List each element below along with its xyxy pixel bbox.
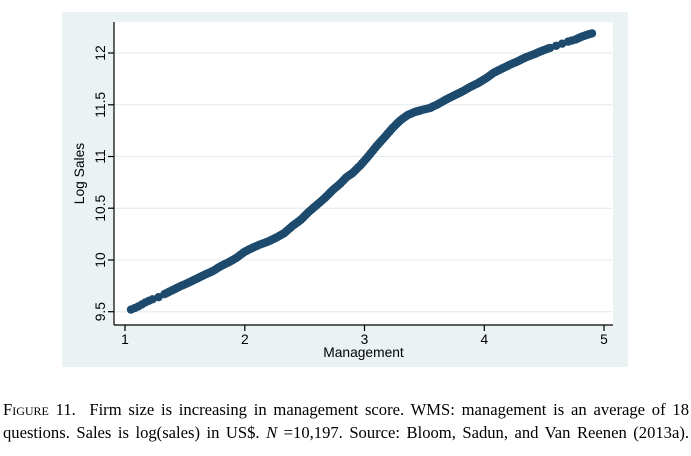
caption-line1-text: Firm size is increasing in management sc…: [75, 400, 689, 419]
caption-line2-after-n: =10,197. Source: Bloom, Sadun, and Van R…: [277, 422, 689, 442]
caption-line-2: questions. Sales is log(sales) in US$. N…: [3, 422, 689, 445]
x-tick-label: 5: [600, 332, 608, 347]
y-tick-label: 12: [93, 45, 108, 60]
caption-line-1: Figure 11. Firm size is increasing in ma…: [3, 399, 689, 422]
y-tick-label: 11.5: [93, 92, 108, 118]
y-tick-label: 10.5: [93, 194, 108, 221]
figure-number-label: Figure 11.: [3, 400, 76, 419]
axes: [108, 22, 613, 331]
y-tick-label: 10: [93, 252, 108, 268]
x-tick-label: 3: [361, 332, 369, 347]
y-tick-label: 9.5: [93, 302, 108, 322]
figure-caption: Figure 11. Firm size is increasing in ma…: [3, 399, 689, 444]
caption-line2-before-n: questions. Sales is log(sales) in US$.: [3, 422, 267, 442]
y-tick-label: 11: [93, 149, 108, 163]
x-axis-title: Management: [323, 345, 404, 360]
data-points: [126, 29, 597, 314]
figure-11: 9.5 10 10.5 11 11.5 12 1 2 3 4 5 Management Log Sale…: [62, 12, 628, 367]
x-tick-label: 4: [480, 332, 488, 347]
n-symbol: N: [266, 422, 278, 442]
x-tick-label: 2: [241, 332, 249, 347]
y-axis-title: Log Sales: [72, 143, 87, 204]
x-tick-label: 1: [121, 332, 129, 347]
